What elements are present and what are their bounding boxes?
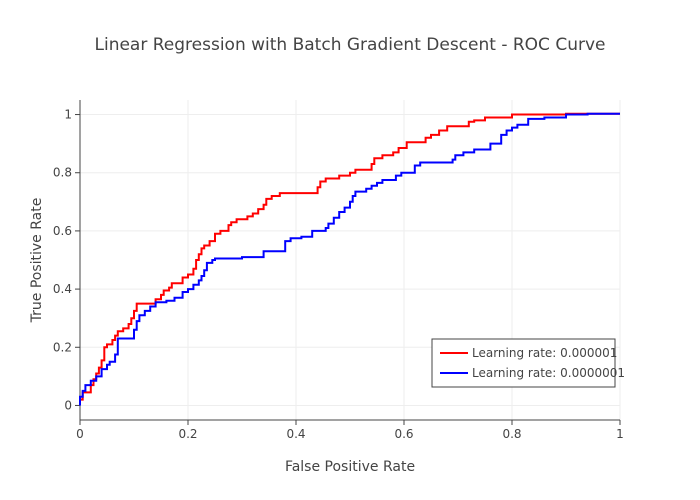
series-layer — [79, 112, 620, 406]
x-tick-label-2: 0.4 — [286, 427, 305, 441]
y-tick-label-0: 0 — [64, 398, 72, 412]
legend-label-1: Learning rate: 0.0000001 — [472, 366, 625, 380]
chart-title: Linear Regression with Batch Gradient De… — [95, 35, 606, 55]
x-tick-label-4: 0.8 — [502, 427, 521, 441]
x-tick-label-3: 0.6 — [394, 427, 413, 441]
series-line-1 — [79, 112, 620, 406]
x-axis-title: False Positive Rate — [285, 459, 415, 475]
x-tick-label-1: 0.2 — [178, 427, 197, 441]
y-tick-label-4: 0.8 — [53, 166, 72, 180]
y-axis-title: True Positive Rate — [29, 198, 45, 324]
y-tick-label-1: 0.2 — [53, 340, 72, 354]
series-line-0 — [79, 112, 620, 406]
grid-lines — [80, 100, 621, 420]
legend-box — [431, 338, 616, 388]
y-tick-label-2: 0.4 — [53, 282, 72, 296]
legend-label-0: Learning rate: 0.000001 — [472, 346, 617, 360]
axes: 0 0.2 0.4 0.6 0.8 1 0 0.2 0.4 0.6 0.8 1 — [53, 100, 624, 441]
y-tick-label-3: 0.6 — [53, 224, 72, 238]
y-tick-label-5: 1 — [64, 108, 72, 122]
x-tick-label-5: 1 — [616, 427, 624, 441]
legend: Learning rate: 0.000001 Learning rate: 0.… — [431, 338, 625, 388]
x-tick-label-0: 0 — [76, 427, 84, 441]
